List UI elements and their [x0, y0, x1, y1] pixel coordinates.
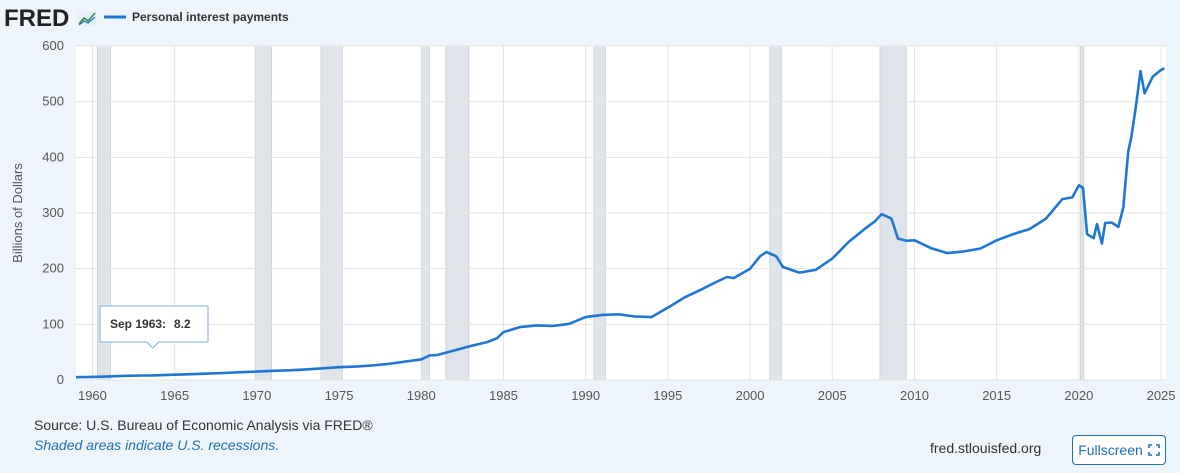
site-url[interactable]: fred.stlouisfed.org [930, 440, 1042, 456]
tooltip-label: Sep 1963: [110, 317, 166, 331]
x-tick-label: 1960 [78, 388, 107, 403]
x-tick-label: 1985 [489, 388, 518, 403]
y-tick-label: 200 [42, 261, 64, 276]
fullscreen-button[interactable]: Fullscreen [1072, 435, 1166, 465]
trend-chart-icon [78, 12, 96, 26]
x-tick-label: 2000 [736, 388, 765, 403]
y-axis-label: Billions of Dollars [10, 163, 25, 263]
x-axis: 1960 1965 1970 1975 1980 1985 1990 1995 2000 2005… [78, 388, 1176, 403]
x-tick-label: 2020 [1064, 388, 1093, 403]
tooltip-value: 8.2 [174, 317, 191, 331]
y-tick-label: 500 [42, 94, 64, 109]
fullscreen-label: Fullscreen [1078, 442, 1143, 458]
y-tick-label: 100 [42, 316, 64, 331]
logo-text: FRED [4, 5, 69, 32]
y-tick-label: 300 [42, 205, 64, 220]
y-tick-label: 600 [42, 38, 64, 53]
x-tick-label: 1990 [571, 388, 600, 403]
y-tick-label: 400 [42, 149, 64, 164]
x-tick-label: 2025 [1147, 388, 1176, 403]
x-tick-label: 1970 [242, 388, 271, 403]
expand-icon [1147, 444, 1160, 456]
legend: Personal interest payments [104, 10, 289, 24]
recession-note: Shaded areas indicate U.S. recessions. [34, 437, 280, 453]
line-chart: FRED Personal interest payments 0 100 200 3… [4, 5, 1176, 403]
x-tick-label: 1980 [407, 388, 436, 403]
source-text: Source: U.S. Bureau of Economic Analysis… [34, 417, 373, 433]
y-axis: 0 100 200 300 400 500 600 [42, 38, 64, 387]
x-tick-label: 2005 [818, 388, 847, 403]
data-tooltip: Sep 1963: 8.2 [99, 305, 209, 349]
legend-label: Personal interest payments [132, 10, 289, 24]
fred-logo: FRED [4, 5, 96, 32]
x-tick-label: 1975 [325, 388, 354, 403]
x-tick-label: 2010 [900, 388, 929, 403]
x-tick-label: 2015 [982, 388, 1011, 403]
y-tick-label: 0 [57, 372, 64, 387]
x-tick-label: 1995 [653, 388, 682, 403]
x-tick-label: 1965 [160, 388, 189, 403]
series-line [75, 67, 1165, 379]
